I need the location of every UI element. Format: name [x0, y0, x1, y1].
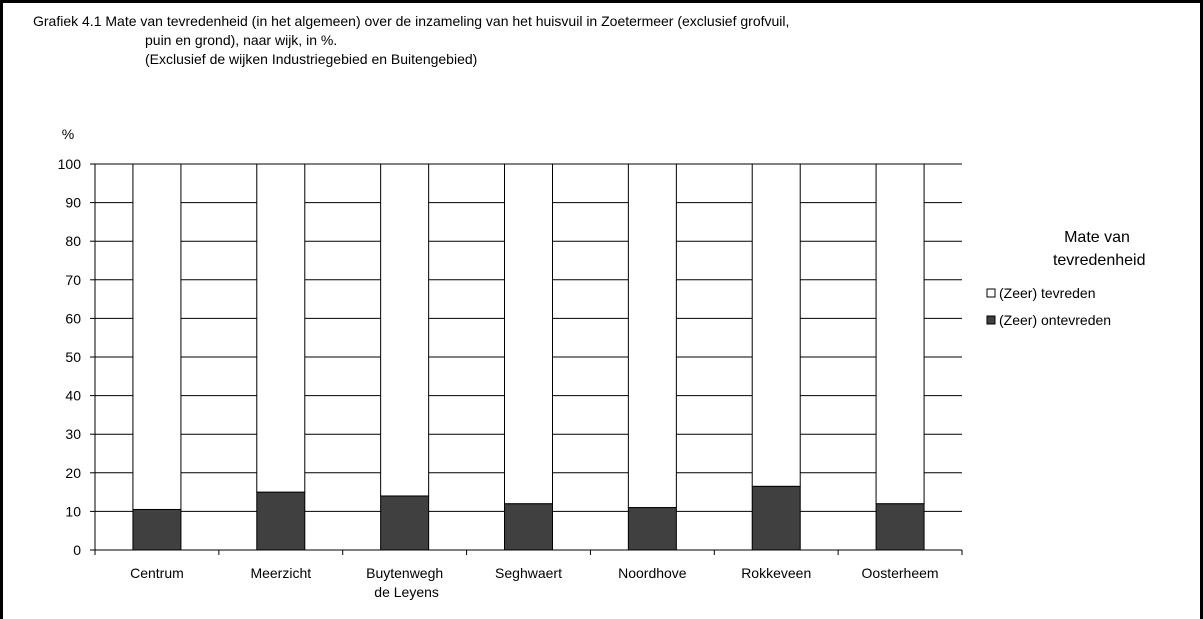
- x-tick-label: Noordhove: [618, 565, 687, 581]
- bar: [627, 163, 677, 509]
- legend-title: Mate van tevredenheid: [1049, 229, 1146, 269]
- y-tick-label: 40: [65, 388, 81, 404]
- y-tick-label: 0: [73, 542, 81, 558]
- chart-title: Grafiek 4.1 Mate van tevredenheid (in he…: [33, 13, 789, 29]
- x-tick-label: Oosterheem: [862, 565, 939, 581]
- x-tick-label: Meerzicht: [250, 565, 311, 581]
- bar: [875, 163, 925, 505]
- chart-title: puin en grond), naar wijk, in %.: [145, 32, 337, 48]
- y-tick-label: 80: [65, 233, 81, 249]
- y-tick-label: 70: [65, 272, 81, 288]
- y-tick-label: 10: [65, 503, 81, 519]
- x-tick-label: Rokkeveen: [741, 565, 811, 581]
- y-tick-label: 30: [65, 426, 81, 442]
- x-tick-label: Centrum: [130, 565, 184, 581]
- bar: [256, 163, 306, 493]
- y-tick-label: 50: [65, 349, 81, 365]
- y-axis-label: %: [62, 126, 74, 142]
- bar: [627, 507, 677, 551]
- bar: [132, 508, 182, 551]
- x-tick-label: Buytenwegh de Leyens: [366, 565, 443, 600]
- legend-label: (Zeer) ontevreden: [999, 312, 1111, 328]
- bar: [875, 503, 925, 551]
- bar: [380, 495, 430, 551]
- bar: [380, 163, 430, 497]
- bar: [504, 503, 553, 551]
- bar: [751, 485, 801, 551]
- x-tick-label: Seghwaert: [495, 565, 562, 581]
- bar: [751, 163, 801, 487]
- bar: [256, 491, 306, 551]
- y-tick-label: 20: [65, 465, 81, 481]
- y-tick-label: 90: [65, 195, 81, 211]
- y-tick-label: 100: [58, 156, 82, 172]
- y-tick-label: 60: [65, 310, 81, 326]
- bar: [132, 163, 182, 510]
- legend-swatch: [986, 315, 996, 325]
- legend-label: (Zeer) tevreden: [999, 285, 1095, 301]
- bar: [504, 163, 553, 505]
- legend-swatch: [986, 288, 996, 298]
- chart-subtitle: (Exclusief de wijken Industriegebied en …: [145, 51, 477, 67]
